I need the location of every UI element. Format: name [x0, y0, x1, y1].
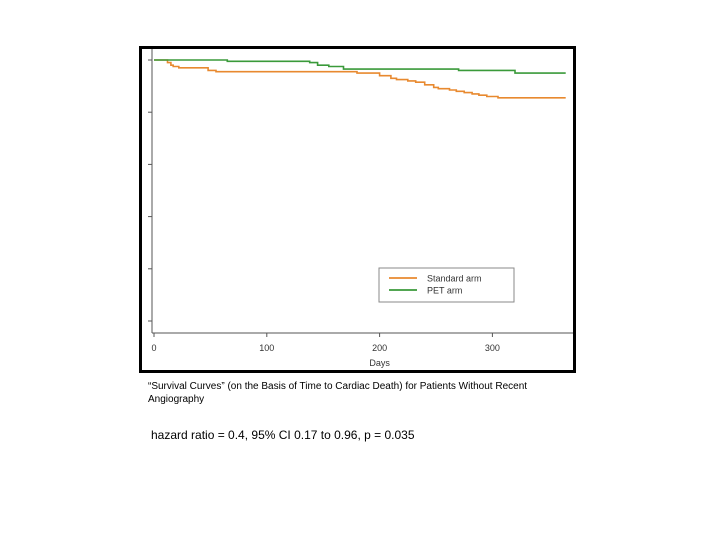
x-tick-label: 0 [151, 343, 156, 353]
chart-frame: 0 100 200 300 Days Standard arm PET arm [139, 46, 576, 373]
hazard-ratio-text: hazard ratio = 0.4, 95% CI 0.17 to 0.96,… [151, 428, 415, 442]
x-tick-label: 200 [372, 343, 387, 353]
series-line-standard-arm [154, 59, 566, 99]
legend-label: Standard arm [427, 274, 482, 284]
series-line-pet-arm [154, 59, 566, 74]
legend-label: PET arm [427, 286, 462, 296]
x-axis-label: Days [369, 358, 390, 368]
x-tick-label: 300 [485, 343, 500, 353]
figure-caption: “Survival Curves” (on the Basis of Time … [148, 381, 528, 405]
survival-curves-chart: 0 100 200 300 Days Standard arm PET arm [148, 49, 573, 368]
x-tick-label: 100 [259, 343, 274, 353]
legend-box [378, 267, 515, 303]
